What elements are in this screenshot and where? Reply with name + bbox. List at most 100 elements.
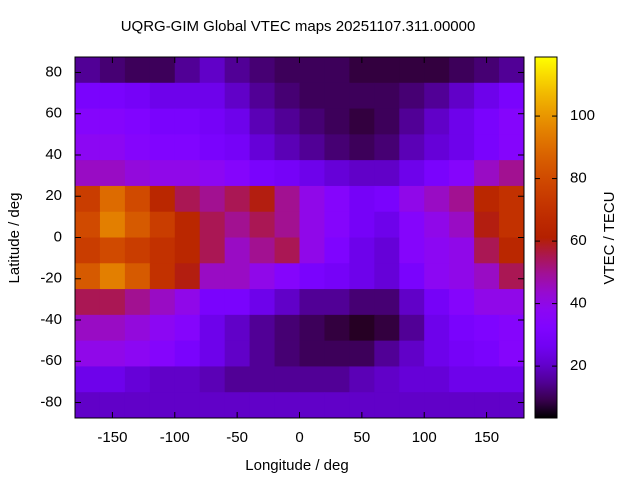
heatmap — [75, 57, 525, 419]
heat-cell — [474, 108, 500, 135]
colorbar-tick-label: 100 — [570, 107, 595, 124]
heat-cell — [249, 263, 276, 290]
heat-cell — [249, 237, 276, 264]
heat-cell — [349, 237, 375, 264]
heat-cell — [449, 314, 475, 342]
heat-cell — [374, 263, 400, 290]
heat-cell — [199, 289, 226, 316]
heat-cell — [349, 289, 375, 316]
heat-cell — [474, 82, 500, 110]
heat-cell — [374, 314, 400, 342]
heat-cell — [99, 82, 126, 110]
heat-cell — [274, 263, 300, 290]
x-tick-label: -150 — [97, 429, 127, 446]
heat-cell — [424, 211, 450, 238]
heat-cell — [324, 160, 350, 187]
y-tick-label: -80 — [40, 393, 62, 410]
heat-cell — [324, 185, 350, 213]
heat-cell — [274, 237, 300, 264]
heat-cell — [424, 134, 450, 161]
heat-cell — [349, 263, 375, 290]
heat-cell — [274, 211, 300, 238]
heat-cell — [174, 57, 201, 84]
heat-cell — [75, 108, 101, 135]
heat-cell — [399, 185, 425, 213]
heat-cell — [75, 57, 101, 84]
heat-cell — [424, 263, 450, 290]
heat-cell — [149, 237, 176, 264]
heat-cell — [424, 57, 450, 84]
heat-cell — [199, 134, 226, 161]
heat-cell — [199, 392, 226, 419]
heat-cell — [124, 289, 151, 316]
heat-cell — [224, 237, 251, 264]
heat-cell — [499, 237, 525, 264]
heat-cell — [224, 108, 251, 135]
colorbar-tick-label: 80 — [570, 170, 587, 187]
heat-cell — [249, 185, 276, 213]
heat-cell — [474, 237, 500, 264]
heat-cell — [399, 263, 425, 290]
heat-cell — [149, 108, 176, 135]
heat-cell — [299, 211, 325, 238]
y-tick-label: -40 — [40, 311, 62, 328]
heat-cell — [449, 263, 475, 290]
heat-cell — [374, 366, 400, 393]
heat-cell — [174, 366, 201, 393]
heat-cell — [449, 211, 475, 238]
heat-cell — [274, 57, 300, 84]
heat-cell — [124, 108, 151, 135]
heat-cell — [124, 57, 151, 84]
heat-cell — [399, 108, 425, 135]
heat-cell — [174, 211, 201, 238]
heat-cell — [199, 82, 226, 110]
heat-cell — [349, 211, 375, 238]
heat-cell — [449, 392, 475, 419]
heat-cell — [424, 82, 450, 110]
y-tick-label: 40 — [45, 146, 62, 163]
heat-cell — [149, 263, 176, 290]
heat-cell — [449, 160, 475, 187]
heat-cell — [324, 134, 350, 161]
heat-cell — [299, 134, 325, 161]
heat-cell — [499, 211, 525, 238]
heat-cell — [374, 289, 400, 316]
heat-cell — [149, 340, 176, 367]
heat-cell — [499, 185, 525, 213]
heat-cell — [424, 340, 450, 367]
heat-cell — [99, 211, 126, 238]
heat-cell — [149, 134, 176, 161]
colorbar-tick-label: 20 — [570, 357, 587, 374]
heat-cell — [324, 211, 350, 238]
heat-cell — [474, 185, 500, 213]
heat-cell — [324, 340, 350, 367]
heat-cell — [224, 82, 251, 110]
heat-cell — [399, 82, 425, 110]
x-tick-label: 0 — [295, 429, 303, 446]
heat-cell — [249, 366, 276, 393]
heat-cell — [124, 366, 151, 393]
heat-cell — [449, 57, 475, 84]
heat-cell — [349, 82, 375, 110]
heat-cell — [399, 340, 425, 367]
heat-cell — [75, 289, 101, 316]
heat-cell — [149, 314, 176, 342]
y-tick-label: 0 — [54, 228, 62, 245]
heat-cell — [274, 366, 300, 393]
heat-cell — [399, 57, 425, 84]
heat-cell — [199, 366, 226, 393]
heat-cell — [75, 134, 101, 161]
heat-cell — [124, 134, 151, 161]
heat-cell — [274, 82, 300, 110]
x-tick-label: 100 — [412, 429, 437, 446]
heat-cell — [249, 340, 276, 367]
heat-cell — [75, 237, 101, 264]
heat-cell — [349, 366, 375, 393]
heat-cell — [75, 82, 101, 110]
heat-cell — [474, 160, 500, 187]
heat-cell — [324, 82, 350, 110]
heat-cell — [99, 108, 126, 135]
heat-cell — [75, 314, 101, 342]
heat-cell — [99, 134, 126, 161]
